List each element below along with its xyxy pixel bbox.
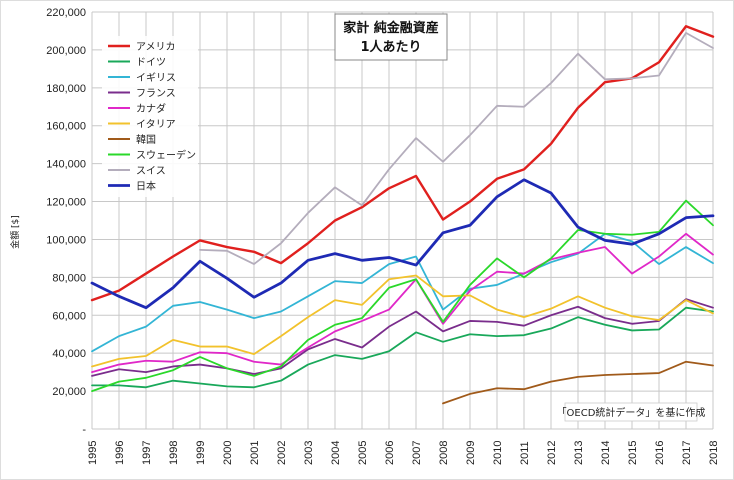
series-line-3: [91, 298, 714, 377]
legend-label: カナダ: [136, 102, 166, 115]
series-line-9: [90, 178, 715, 310]
x-tick-label: 1998: [168, 441, 180, 465]
x-tick-label: 2013: [573, 441, 585, 465]
legend-label: ドイツ: [136, 58, 166, 69]
legend-label: スウェーデン: [136, 149, 196, 162]
series-line-8: [199, 31, 714, 265]
series-line-6: [442, 360, 714, 405]
legend-label: イタリア: [136, 119, 176, 131]
x-tick-label: 2014: [600, 441, 612, 465]
legend-label: イギリス: [136, 72, 176, 84]
x-tick-label: 2001: [249, 441, 261, 465]
legend-label: 日本: [136, 180, 156, 193]
x-tick-label: 2007: [411, 441, 423, 465]
x-tick-label: 2009: [465, 441, 477, 465]
x-tick-label: 2012: [546, 441, 558, 465]
y-tick-label: 200,000: [46, 45, 86, 57]
series-line-5: [91, 274, 714, 368]
series-lines: [90, 25, 715, 405]
series-line-4: [91, 232, 714, 374]
x-tick-label: 2006: [384, 441, 396, 465]
series-line-1: [91, 306, 714, 389]
x-tick-label: 1997: [141, 441, 153, 465]
legend-label: スイス: [136, 166, 166, 177]
series-line-7: [91, 199, 714, 392]
y-tick-label: 120,000: [46, 197, 86, 209]
x-tick-label: 2017: [681, 441, 693, 465]
y-tick-label: 100,000: [46, 234, 86, 246]
x-tick-label: 1995: [87, 441, 99, 465]
x-tick-label: 2018: [708, 441, 720, 465]
x-tick-label: 2000: [222, 441, 234, 465]
title-frame: [334, 13, 448, 61]
chart-title: 家計 純金融資産: [343, 20, 439, 36]
source-note: 「OECD統計データ」を基に作成: [557, 402, 706, 422]
y-tick-label: 40,000: [52, 348, 86, 360]
x-tick-label: 1996: [114, 441, 126, 465]
y-axis-label: 金額 [$]: [9, 215, 21, 249]
x-tick-label: 2004: [330, 441, 342, 465]
y-tick-label: 60,000: [52, 310, 86, 322]
x-tick-label: 2010: [492, 441, 504, 465]
source-note-frame: [564, 402, 698, 422]
x-tick-label: 2002: [276, 441, 288, 465]
y-tick-label: 160,000: [46, 121, 86, 133]
legend-label: フランス: [136, 88, 176, 100]
x-tick-label: 2011: [519, 441, 531, 465]
y-tick-label: 180,000: [46, 83, 86, 95]
legend-label: アメリカ: [136, 41, 176, 53]
y-tick-label: -: [82, 424, 86, 436]
y-tick-labels: - 20,000 40,000 60,000 80,000 100,000 120,000 1…: [46, 7, 86, 436]
series-line-0: [90, 25, 715, 302]
x-tick-label: 2005: [357, 441, 369, 465]
x-tick-label: 2016: [654, 441, 666, 465]
chart-subtitle: 1人あたり: [360, 39, 421, 55]
y-tick-label: 220,000: [46, 7, 86, 19]
y-tick-label: 20,000: [52, 386, 86, 398]
source-note-text: 「OECD統計データ」を基に作成: [557, 406, 706, 419]
y-tick-label: 140,000: [46, 159, 86, 171]
x-tick-label: 1999: [195, 441, 207, 465]
x-tick-label: 2003: [303, 441, 315, 465]
y-tick-label: 80,000: [52, 272, 86, 284]
x-tick-label: 2008: [438, 441, 450, 465]
legend-label: 韓国: [136, 134, 156, 146]
title-box: 家計 純金融資産 1人あたり: [334, 13, 448, 61]
x-tick-label: 2015: [627, 441, 639, 465]
x-tick-labels: 1995 1996 1997 1998 1999 2000 2001 2002 2003 2004…: [87, 441, 720, 465]
